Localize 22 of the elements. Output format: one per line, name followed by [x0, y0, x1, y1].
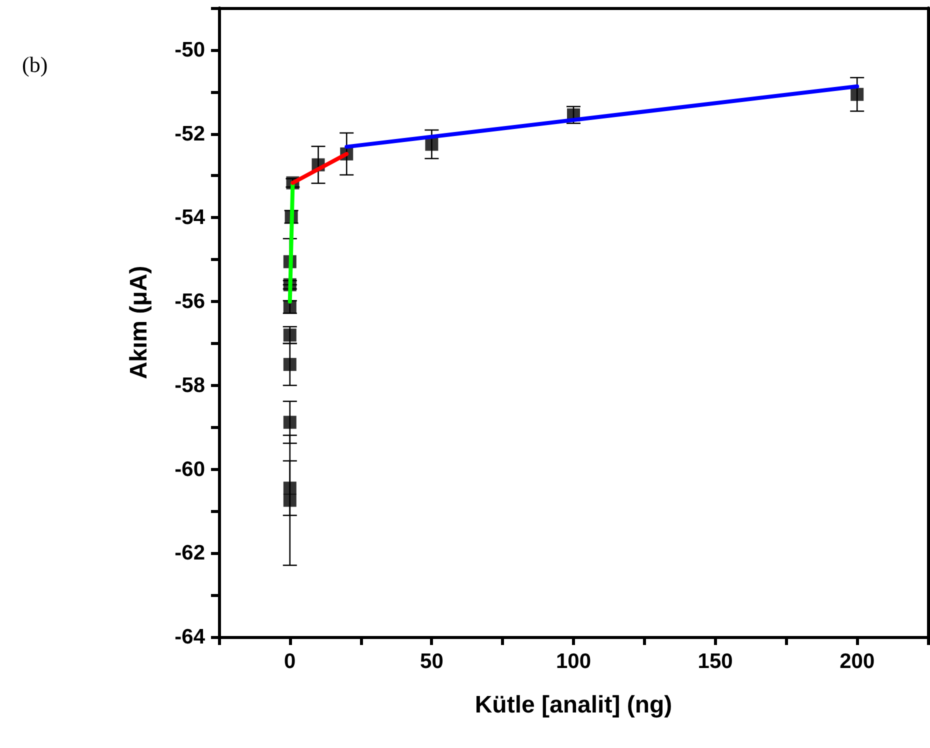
- y-tick-label: -54: [174, 206, 206, 230]
- x-tick-label: 100: [556, 650, 592, 673]
- x-axis-title: Kütle [analit] (ng): [474, 692, 672, 718]
- point: [425, 138, 438, 151]
- point: [850, 88, 864, 101]
- x-tick-label: 150: [698, 650, 733, 673]
- y-tick-label: -60: [174, 458, 205, 481]
- y-tick-label: -58: [174, 374, 206, 397]
- point: [283, 494, 296, 507]
- y-tick-label: -56: [174, 290, 205, 314]
- point: [283, 416, 296, 429]
- point: [283, 358, 296, 371]
- y-tick-label: -50: [174, 38, 205, 62]
- point: [283, 482, 296, 495]
- y-tick-label: -62: [174, 542, 205, 565]
- y-tick-label: -64: [174, 626, 206, 648]
- x-tick-label: 200: [840, 650, 875, 673]
- text: (b): [22, 52, 48, 78]
- x-tick-label: 0: [284, 650, 296, 673]
- x-tick-label: 50: [420, 650, 444, 673]
- y-axis-title: Akım (μA): [126, 266, 152, 380]
- y-tick-label: -52: [174, 122, 205, 146]
